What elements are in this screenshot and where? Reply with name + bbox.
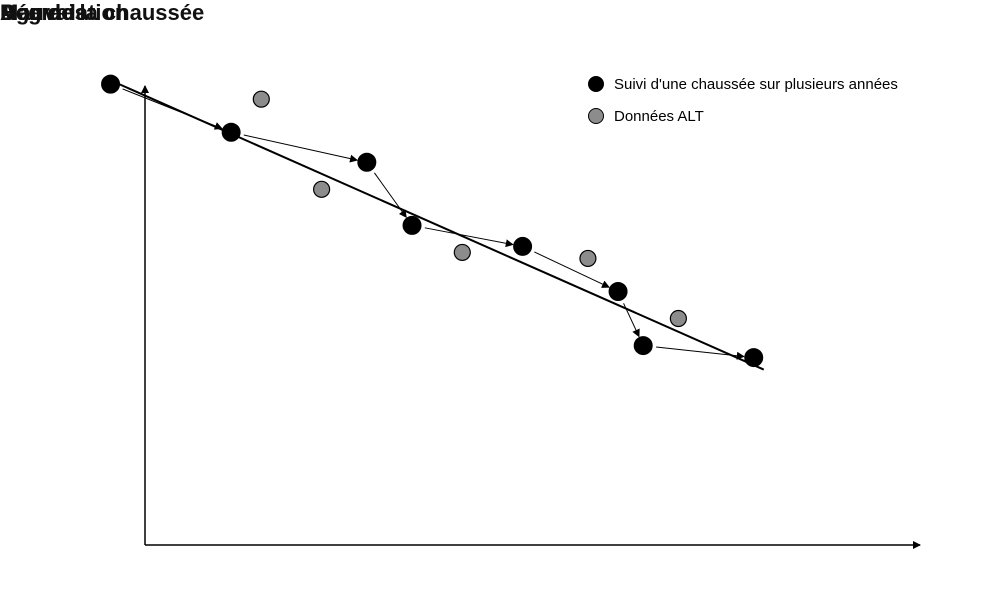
point-alt-4	[579, 249, 597, 268]
legend-label-alt: Données ALT	[614, 107, 704, 125]
point-suivi-4	[402, 215, 422, 235]
trajectory-arrow-3	[373, 172, 407, 219]
point-alt-3	[453, 243, 471, 262]
point-alt-5	[669, 309, 687, 328]
point-alt-2	[313, 180, 331, 198]
trajectory-arrow-2	[243, 134, 359, 163]
x-axis-title: Age de la chaussée	[0, 0, 205, 25]
y-axis-title: Dégradation	[0, 0, 129, 25]
legend-item-alt: Données ALT	[588, 100, 898, 132]
trajectory-arrow-6	[623, 303, 640, 338]
y-axis-top-label: Bon	[0, 0, 43, 25]
y-axis-bottom-label: Mauvais	[0, 0, 87, 25]
trajectory-arrow-5	[534, 251, 610, 288]
point-suivi-7	[633, 336, 653, 356]
point-suivi-6	[608, 281, 628, 301]
point-suivi-3	[357, 152, 377, 172]
point-suivi-8	[744, 348, 764, 368]
trajectory-arrow-4	[424, 227, 514, 248]
legend-marker-black	[588, 76, 604, 92]
legend-label-suivi: Suivi d'une chaussée sur plusieurs année…	[614, 75, 898, 93]
legend: Suivi d'une chaussée sur plusieurs année…	[588, 68, 898, 132]
trajectory-arrow-1	[122, 88, 223, 130]
point-suivi-5	[513, 236, 533, 256]
trajectory-arrow-7	[656, 346, 745, 360]
legend-item-suivi: Suivi d'une chaussée sur plusieurs année…	[588, 68, 898, 100]
point-suivi-1	[101, 74, 121, 94]
point-alt-1	[252, 90, 270, 108]
point-suivi-2	[221, 122, 241, 142]
legend-marker-gray	[588, 108, 604, 124]
